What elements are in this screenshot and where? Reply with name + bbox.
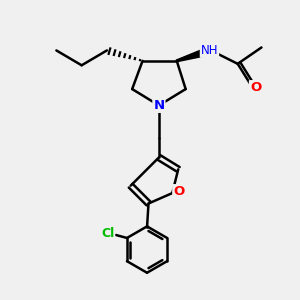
Text: N: N — [153, 99, 164, 112]
Text: O: O — [250, 81, 261, 94]
Text: NH: NH — [201, 44, 218, 57]
Text: Cl: Cl — [101, 227, 114, 240]
Text: O: O — [173, 185, 184, 198]
Polygon shape — [176, 46, 212, 62]
